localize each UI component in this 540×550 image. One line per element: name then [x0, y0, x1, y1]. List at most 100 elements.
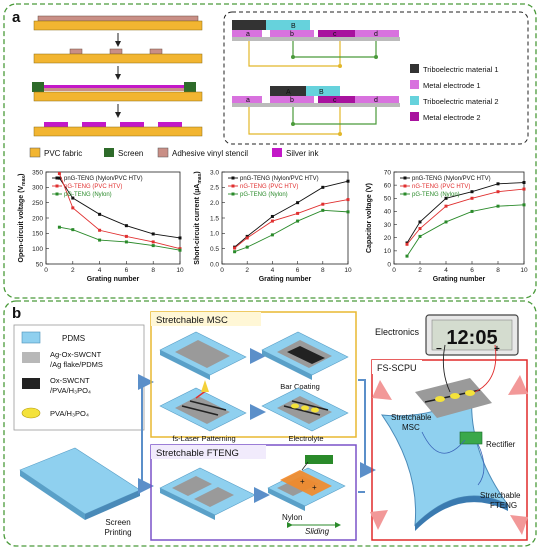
data-point	[346, 198, 350, 202]
data-point	[98, 238, 102, 242]
legend-swatch-silver	[272, 148, 282, 157]
y-axis-label-end: )	[194, 171, 201, 173]
data-point	[418, 234, 422, 238]
chart-2: 0 2 4 6 8 10 0.0 0.5 1.0 1.5 2.0 2.5 3.0 Grating numb…	[194, 169, 352, 283]
legend-marker	[231, 176, 235, 180]
data-point	[405, 242, 409, 246]
data-point	[98, 228, 102, 232]
legend-swatch-screen	[104, 148, 114, 157]
data-point	[151, 232, 155, 236]
legend-tribo-2: Triboelectric material 2	[423, 97, 499, 106]
swatch-ag-ox	[22, 352, 40, 363]
fteng-drawing: + + Nylon Sliding	[159, 455, 346, 536]
data-point	[418, 227, 422, 231]
data-point	[71, 206, 75, 210]
legend-marker	[55, 192, 59, 196]
legend-screen: Screen	[118, 149, 143, 158]
series-line	[406, 182, 525, 244]
x-tick-label: 2	[418, 267, 422, 274]
y-tick-label: 20	[384, 235, 392, 242]
y-axis-label: Open-circuit voltage (Vmax)	[18, 174, 27, 263]
y-tick-label: 0.0	[210, 261, 219, 268]
y-axis-label-main: Short-circuit current (µA	[194, 184, 201, 265]
y-tick-label: 10	[384, 248, 392, 255]
y-tick-label: 2.0	[210, 200, 219, 207]
electronics-load-icon	[305, 455, 333, 464]
y-axis-label-main: Capacitor voltage (V)	[366, 183, 373, 253]
series-line	[59, 177, 181, 239]
y-tick-label: 30	[384, 222, 392, 229]
legend-marker	[403, 192, 407, 196]
y-tick-label: 200	[32, 215, 43, 222]
chart-1: 0 2 4 6 8 10 50 100 150 200 250 300 350 Grating numbe…	[18, 169, 184, 283]
swatch-pva	[21, 407, 41, 419]
data-point	[233, 250, 237, 254]
data-point	[522, 187, 526, 191]
data-point	[296, 211, 300, 215]
x-axis-label: Grating number	[87, 276, 140, 283]
fteng-label-line2: FTENG	[490, 501, 517, 510]
chart-frame	[393, 171, 525, 265]
bottom-letter-b: b	[290, 97, 294, 104]
data-point	[405, 254, 409, 258]
data-point	[178, 236, 182, 240]
bottom-letter-a: a	[246, 97, 250, 104]
screen-printing-line2: Printing	[104, 528, 131, 537]
y-tick-label: 3.0	[210, 169, 219, 176]
y-tick-label: 70	[384, 169, 392, 176]
data-point	[57, 172, 61, 176]
sliding-label: Sliding	[305, 527, 330, 536]
legend-swatch-vinyl	[157, 147, 169, 158]
svg-text:+: +	[300, 477, 305, 486]
swatch-pdms	[21, 331, 41, 344]
series-line	[59, 226, 181, 251]
x-tick-label: 4	[444, 267, 448, 274]
bottom-letter-d: d	[374, 97, 378, 104]
legend-ag-ox-line2: /Ag flake/PDMS	[50, 360, 103, 369]
legend-series-label: nG-TENG (PVC HTV)	[240, 184, 298, 190]
y-tick-label: 0	[387, 261, 391, 268]
data-point	[98, 212, 102, 216]
data-point	[321, 208, 325, 212]
legend-series-label: pG-TENG (Nylon)	[240, 192, 288, 198]
y-tick-label: 1.0	[210, 231, 219, 238]
data-point	[57, 225, 61, 229]
x-tick-label: 4	[271, 267, 275, 274]
legend-pva: PVA/H₃PO₄	[50, 409, 89, 418]
y-axis-label: Capacitor voltage (V)	[366, 183, 373, 253]
fs-scpu-box	[371, 359, 528, 541]
top-letter-a: a	[246, 31, 250, 38]
y-tick-label: 350	[32, 169, 43, 176]
x-tick-label: 4	[98, 267, 102, 274]
y-tick-label: 2.5	[210, 185, 219, 192]
x-tick-label: 10	[344, 267, 352, 274]
data-point	[245, 234, 249, 238]
legend-marker	[55, 176, 59, 180]
data-point	[178, 247, 182, 251]
data-point	[346, 210, 350, 214]
x-tick-label: 6	[125, 267, 129, 274]
series-line	[406, 188, 525, 245]
structure-top-block: B	[291, 23, 296, 30]
data-point	[270, 214, 274, 218]
data-point	[151, 240, 155, 244]
legend-series-label: pG-TENG (Nylon)	[412, 192, 460, 198]
x-tick-label: 2	[71, 267, 75, 274]
legend-series-label: pG-TENG (Nylon)	[64, 192, 112, 198]
legend-series-label: pnG-TENG (Nylon/PVC HTV)	[412, 176, 491, 182]
data-point	[124, 224, 128, 228]
legend-series-label: pnG-TENG (Nylon/PVC HTV)	[240, 176, 319, 182]
y-axis-label: Short-circuit current (µAmax)	[194, 171, 203, 264]
y-tick-label: 1.5	[210, 215, 219, 222]
y-tick-label: 250	[32, 200, 43, 207]
fteng-title-bg	[151, 445, 266, 459]
svg-text:−: −	[436, 344, 442, 355]
data-point	[522, 181, 526, 185]
data-point	[496, 190, 500, 194]
x-tick-label: 0	[220, 267, 224, 274]
fteng-title: Stretchable FTENG	[156, 448, 239, 459]
series-line	[234, 199, 349, 249]
panel-b-frame	[3, 300, 537, 547]
data-point	[245, 236, 249, 240]
swatch-electrode-1	[410, 80, 419, 89]
